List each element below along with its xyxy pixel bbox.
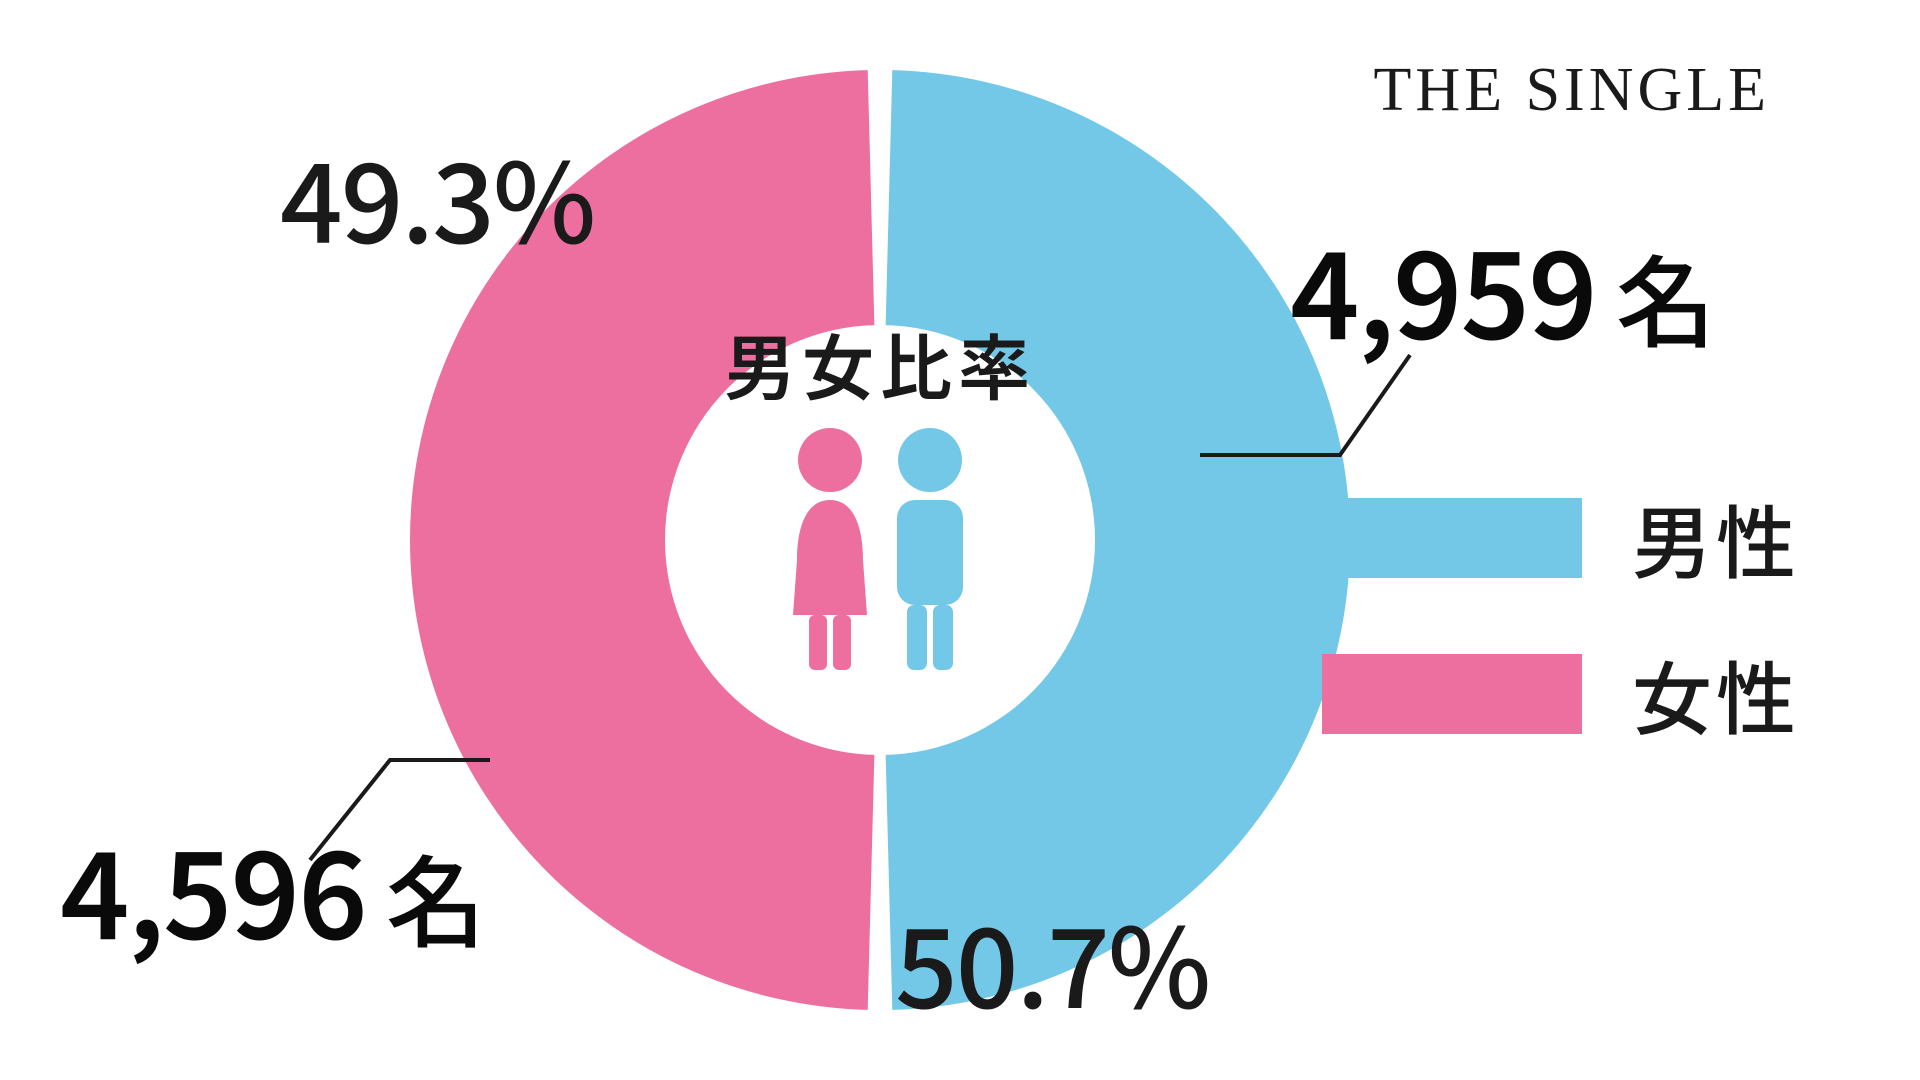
chart-center-title: 男女比率: [680, 310, 1080, 415]
male-count-value: 4,959: [1290, 200, 1596, 374]
brand-logo: THE SINGLE: [1374, 55, 1770, 126]
legend: 男性 女性: [1322, 480, 1800, 792]
female-percent-value: 49.3: [280, 115, 493, 275]
people-icons: [775, 420, 985, 680]
legend-row-male: 男性: [1322, 480, 1800, 596]
legend-swatch-male: [1322, 498, 1582, 578]
male-icon: [897, 428, 963, 670]
male-percent-value: 50.7: [895, 880, 1108, 1040]
male-count-callout: 4,959名: [1290, 200, 1714, 374]
female-count-callout: 4,596名: [60, 800, 484, 974]
female-count-value: 4,596: [60, 800, 366, 974]
legend-row-female: 女性: [1322, 636, 1800, 752]
legend-label-female: 女性: [1632, 636, 1800, 752]
female-percent-label: 49.3%: [280, 115, 594, 275]
female-icon: [793, 428, 867, 670]
legend-swatch-female: [1322, 654, 1582, 734]
legend-label-male: 男性: [1632, 480, 1800, 596]
count-suffix: 名: [386, 823, 484, 968]
count-suffix: 名: [1616, 223, 1714, 368]
male-percent-label: 50.7%: [895, 880, 1209, 1040]
infographic-stage: THE SINGLE 男女比率 49.3% 50.7% 4,959名 4,5: [0, 0, 1920, 1080]
